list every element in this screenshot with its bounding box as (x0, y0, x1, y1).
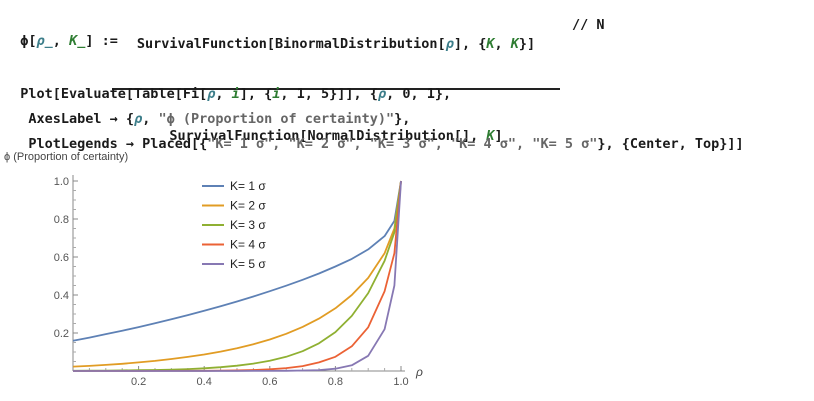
x-tick-label: 1.0 (393, 376, 408, 388)
x-tick-label: 0.8 (328, 376, 343, 388)
legend: K= 1 σ K= 2 σ K= 3 σ K= 4 σ K= 5 σ (202, 179, 266, 271)
postfix-n: // N (572, 17, 605, 33)
legend-label-3: K= 3 σ (230, 218, 266, 232)
y-tick-label: 0.6 (54, 252, 69, 264)
x-tick-label: 0.6 (262, 376, 277, 388)
legend-label-4: K= 4 σ (230, 238, 266, 252)
y-tick-label: 0.2 (54, 328, 69, 340)
y-axis-title: ϕ (Proportion of certainty) (4, 151, 128, 163)
x-tick-label: 0.4 (197, 376, 212, 388)
definition-fraction: SurvivalFunction[BinormalDistribution[ρ]… (112, 4, 560, 160)
x-tick-label: 0.2 (131, 376, 146, 388)
plot-line-2[interactable]: AxesLabel → {ρ, "ϕ (Proportion of certai… (20, 111, 411, 127)
legend-label-2: K= 2 σ (230, 199, 266, 213)
series-lines (72, 180, 402, 372)
x-ticks: 0.2 0.4 0.6 0.8 1.0 (88, 366, 409, 388)
legend-label-1: K= 1 σ (230, 179, 266, 193)
series-line-1 (72, 180, 402, 342)
series-line-5 (73, 180, 402, 372)
fraction-numerator: SurvivalFunction[BinormalDistribution[ρ]… (136, 36, 536, 52)
x-axis-title: ρ (415, 365, 423, 379)
y-tick-label: 0.4 (54, 290, 69, 302)
plot-line-3[interactable]: PlotLegends → Placed[{"K= 1 σ", "K= 2 σ"… (20, 136, 744, 152)
fraction-denominator: SurvivalFunction[NormalDistribution[], K… (169, 127, 503, 144)
fraction-bar (112, 88, 560, 90)
y-ticks: 0.2 0.4 0.6 0.8 1.0 (54, 176, 78, 362)
series-line-2 (72, 180, 402, 368)
legend-label-5: K= 5 σ (230, 257, 266, 271)
plot-line-1[interactable]: Plot[Evaluate[Table[Fi[ρ, i], {i, 1, 5}]… (20, 86, 452, 102)
y-tick-label: 0.8 (54, 214, 69, 226)
definition-lhs: ϕ[ρ_, K_] := (20, 33, 118, 49)
y-tick-label: 1.0 (54, 176, 69, 188)
